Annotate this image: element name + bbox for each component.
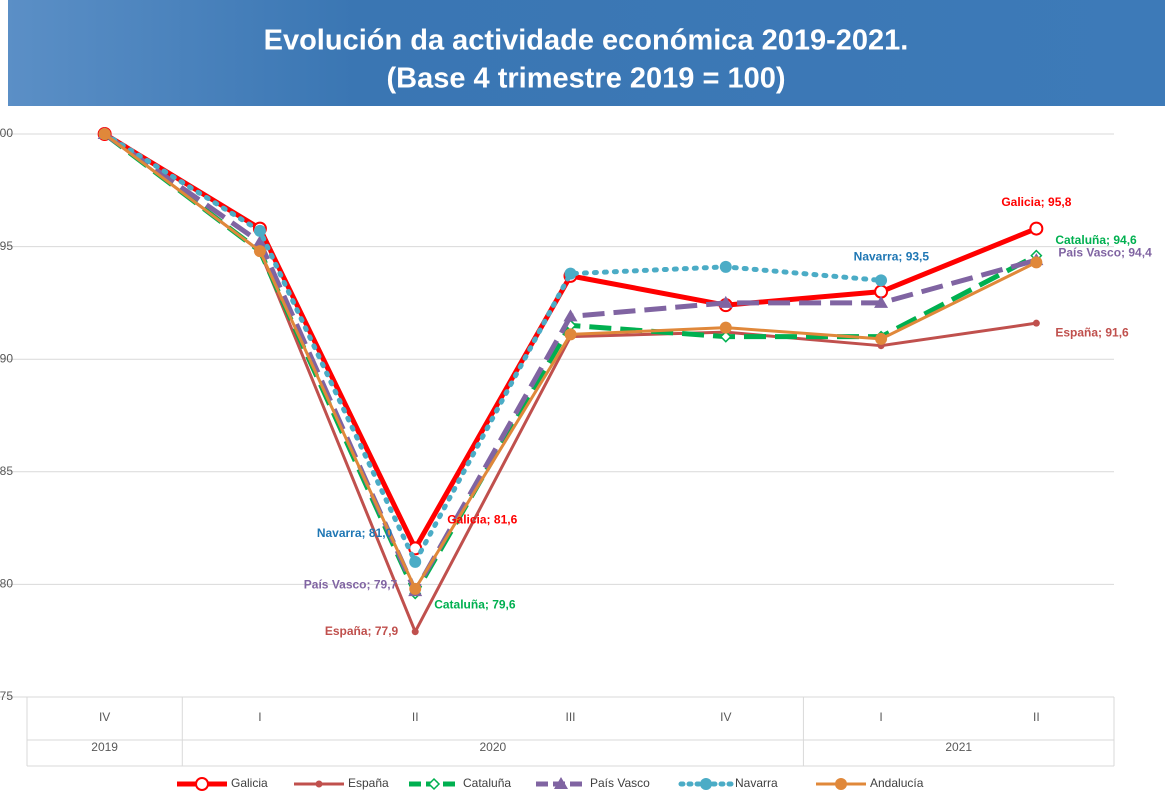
x-group-label: 2021: [945, 740, 972, 754]
point: [253, 224, 266, 237]
point: [874, 295, 889, 308]
data-label: España; 91,6: [1055, 325, 1129, 339]
data-label: Galicia; 81,6: [447, 513, 517, 527]
x-tick-label: III: [565, 710, 575, 724]
point: [718, 295, 733, 308]
legend-label: Navarra: [735, 776, 778, 790]
series-line: [103, 132, 1038, 591]
chart-title: Evolución da actividade económica 2019-2…: [264, 25, 909, 57]
point: [1032, 319, 1040, 327]
legend-label: País Vasco: [590, 776, 650, 790]
point: [875, 274, 888, 287]
y-tick-label: 90: [0, 351, 13, 365]
legend-item: Cataluña: [409, 776, 511, 790]
series: [98, 128, 1043, 595]
point: [719, 330, 732, 343]
x-group-label: 2019: [91, 740, 118, 754]
legend-item: Andalucía: [816, 776, 924, 790]
title-banner: [8, 0, 1165, 106]
point: [835, 778, 847, 790]
point: [554, 777, 568, 789]
legend-item: País Vasco: [536, 776, 650, 790]
data-label: Navarra; 81,0: [317, 526, 393, 540]
legend-label: Cataluña: [463, 776, 511, 790]
point: [700, 778, 712, 790]
legend-item: Navarra: [678, 776, 778, 790]
x-tick-label: IV: [720, 710, 731, 724]
legend-label: Andalucía: [870, 776, 924, 790]
x-group-label: 2020: [480, 740, 507, 754]
legend-item: Galicia: [177, 776, 268, 791]
point: [98, 128, 111, 140]
point: [409, 555, 422, 568]
series: [101, 130, 1040, 636]
point: [411, 628, 419, 636]
y-tick-label: 75: [0, 689, 13, 703]
x-tick-label: IV: [99, 710, 110, 724]
point: [875, 332, 888, 345]
point: [252, 235, 267, 248]
point: [563, 309, 578, 322]
series: [98, 128, 888, 568]
series: [97, 127, 1044, 556]
point: [719, 260, 732, 273]
point: [427, 777, 441, 791]
point: [195, 777, 209, 791]
series-line: [103, 132, 1037, 634]
point: [409, 582, 422, 595]
data-label: Galicia; 95,8: [1001, 195, 1071, 209]
data-label: España; 77,9: [325, 624, 399, 638]
point: [1029, 221, 1044, 236]
series-line: [103, 132, 1038, 596]
x-tick-label: I: [258, 710, 261, 724]
point: [719, 321, 732, 334]
point: [253, 245, 266, 258]
y-tick-label: 100: [0, 126, 13, 140]
point: [1030, 256, 1043, 269]
series: [98, 127, 1043, 600]
series-line: [103, 131, 1038, 551]
point: [874, 284, 889, 299]
point: [564, 267, 577, 280]
legend-label: España: [348, 776, 389, 790]
data-label: País Vasco; 79,7: [304, 577, 398, 591]
series-line: [102, 131, 884, 565]
data-label: Cataluña; 79,6: [434, 598, 516, 612]
data-label: Navarra; 93,5: [854, 250, 930, 264]
legend-label: Galicia: [231, 776, 268, 790]
x-tick-label: I: [879, 710, 882, 724]
chart-subtitle: (Base 4 trimestre 2019 = 100): [386, 63, 785, 95]
y-tick-label: 80: [0, 577, 13, 591]
point: [564, 328, 577, 341]
data-label: País Vasco; 94,4: [1058, 245, 1152, 259]
data-label: Cataluña; 94,6: [1055, 233, 1137, 247]
legend-item: España: [294, 776, 389, 790]
point: [315, 780, 323, 788]
x-tick-label: II: [412, 710, 419, 724]
x-tick-label: II: [1033, 710, 1040, 724]
y-tick-label: 95: [0, 239, 13, 253]
y-tick-label: 85: [0, 464, 13, 478]
series: [97, 127, 1044, 597]
series-line: [103, 131, 1038, 594]
